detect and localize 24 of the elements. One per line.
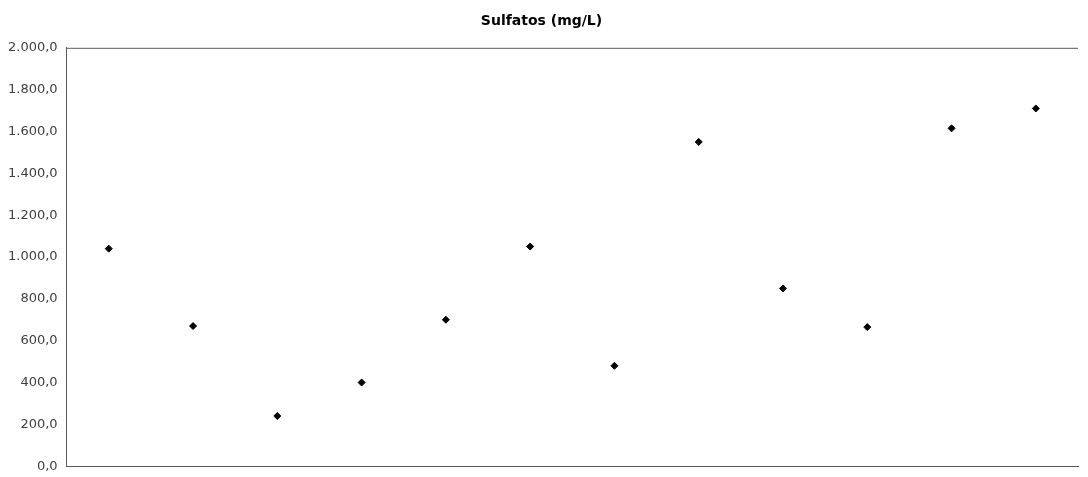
y-tick-label: 1.000,0: [7, 248, 58, 264]
point: [863, 323, 872, 332]
y-tick-label: 1.800,0: [7, 81, 58, 97]
y-tick-label: 1.200,0: [7, 206, 58, 222]
point: [441, 315, 450, 324]
point: [189, 322, 198, 331]
y-tick-label: 2.000,0: [7, 39, 58, 55]
point: [357, 378, 366, 387]
y-tick-label: 400,0: [20, 373, 58, 389]
y-tick-label: 600,0: [20, 332, 58, 348]
point: [779, 284, 788, 293]
y-tick-label: 0,0: [36, 457, 58, 473]
point: [104, 244, 113, 253]
point: [273, 411, 282, 420]
point: [947, 124, 956, 133]
y-tick-label: 800,0: [20, 290, 58, 306]
chart-title: Sulfatos (mg/L): [480, 12, 603, 29]
point: [1031, 104, 1040, 113]
point: [694, 137, 703, 146]
y-tick-label: 1.400,0: [7, 164, 58, 180]
y-tick-label: 1.600,0: [7, 122, 58, 138]
y-tick-label: 200,0: [20, 415, 58, 431]
point: [526, 242, 535, 251]
point: [610, 361, 619, 370]
